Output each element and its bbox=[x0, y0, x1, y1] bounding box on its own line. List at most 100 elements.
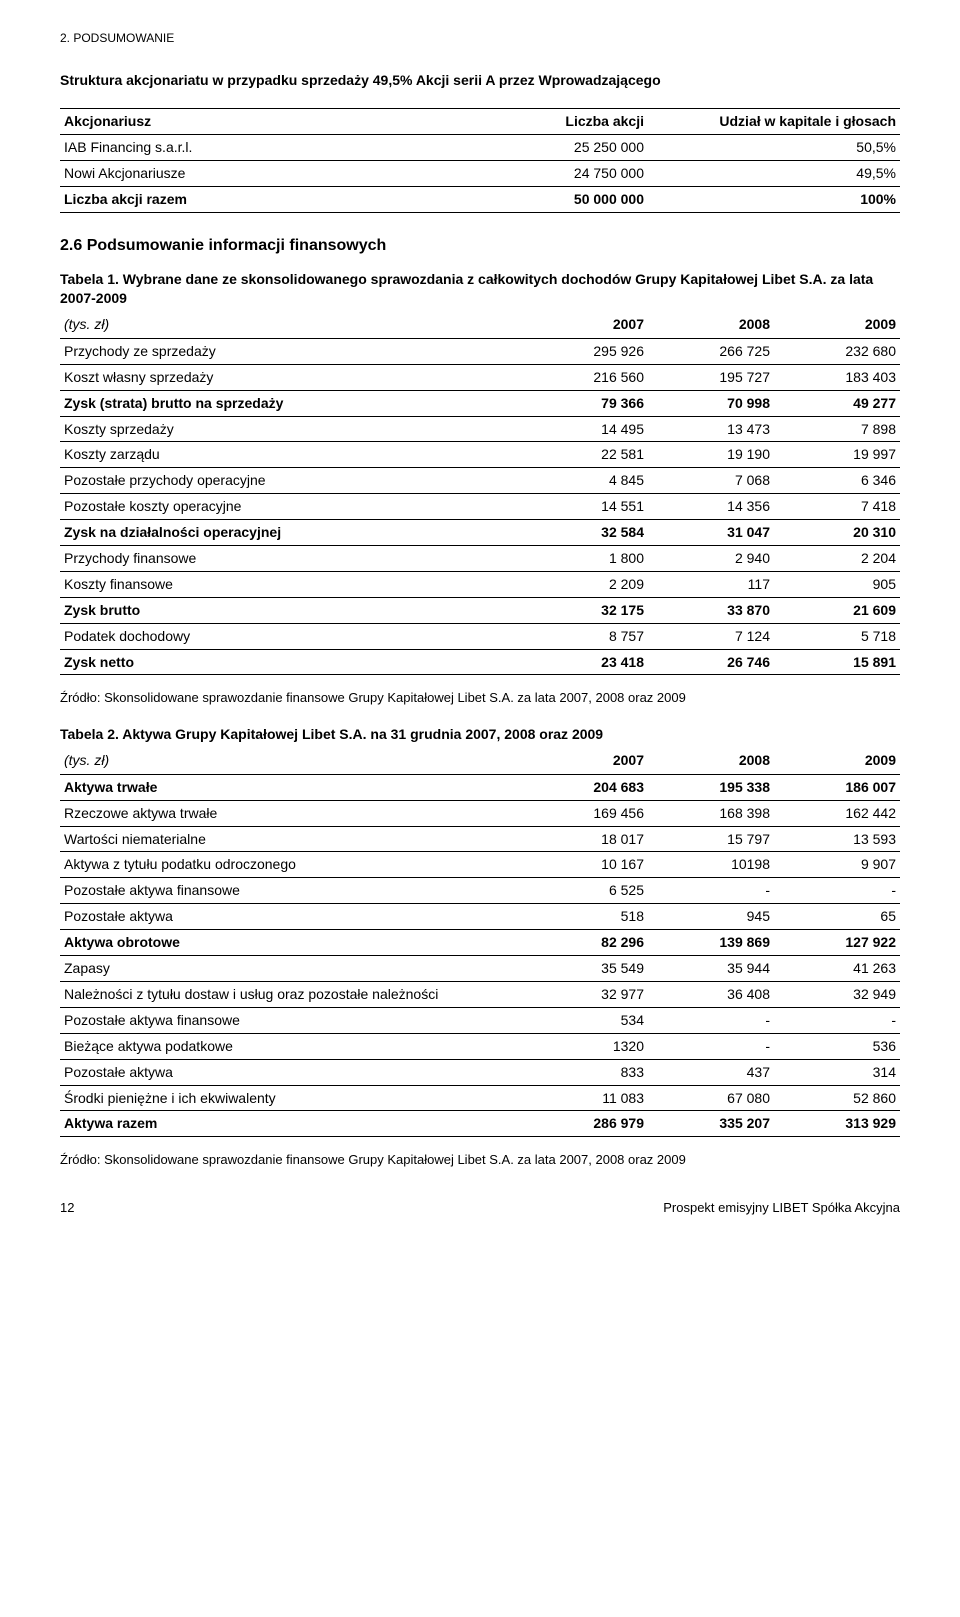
table-cell-value: 52 860 bbox=[774, 1085, 900, 1111]
table-cell-value: 32 949 bbox=[774, 981, 900, 1007]
table-cell-label: Środki pieniężne i ich ekwiwalenty bbox=[60, 1085, 522, 1111]
table-cell-label: Koszty zarządu bbox=[60, 442, 522, 468]
table-cell-value: 204 683 bbox=[522, 774, 648, 800]
table-cell-value: 15 797 bbox=[648, 826, 774, 852]
t1-col2: 2008 bbox=[648, 312, 774, 338]
share-header-2: Udział w kapitale i głosach bbox=[648, 109, 900, 135]
table-cell-value: 35 944 bbox=[648, 956, 774, 982]
table-cell-value: - bbox=[774, 1007, 900, 1033]
table-cell-label: Aktywa trwałe bbox=[60, 774, 522, 800]
table2-source: Źródło: Skonsolidowane sprawozdanie fina… bbox=[60, 1151, 900, 1169]
table-cell-value: 21 609 bbox=[774, 597, 900, 623]
table-cell-value: 1320 bbox=[522, 1033, 648, 1059]
table-cell-value: 35 549 bbox=[522, 956, 648, 982]
section-intro: Struktura akcjonariatu w przypadku sprze… bbox=[60, 71, 900, 90]
table-cell-label: Liczba akcji razem bbox=[60, 186, 438, 212]
table-cell-value: 41 263 bbox=[774, 956, 900, 982]
table-cell-value: 70 998 bbox=[648, 390, 774, 416]
financial-table-2: (tys. zł) 2007 2008 2009 Aktywa trwałe20… bbox=[60, 748, 900, 1137]
table-cell-label: Zysk netto bbox=[60, 649, 522, 675]
table-cell-label: Pozostałe aktywa bbox=[60, 1059, 522, 1085]
table-cell-value: 65 bbox=[774, 904, 900, 930]
table-cell-value: 13 593 bbox=[774, 826, 900, 852]
table-cell-value: 14 495 bbox=[522, 416, 648, 442]
table-cell-value: 11 083 bbox=[522, 1085, 648, 1111]
table-cell-label: Aktywa razem bbox=[60, 1111, 522, 1137]
table-cell-value: 183 403 bbox=[774, 364, 900, 390]
t2-col3: 2009 bbox=[774, 748, 900, 774]
table-cell-label: Przychody ze sprzedaży bbox=[60, 338, 522, 364]
table-cell-value: 19 190 bbox=[648, 442, 774, 468]
t2-col2: 2008 bbox=[648, 748, 774, 774]
table-cell-value: 14 551 bbox=[522, 494, 648, 520]
table-cell-value: 36 408 bbox=[648, 981, 774, 1007]
t2-col1: 2007 bbox=[522, 748, 648, 774]
table-cell-value: 26 746 bbox=[648, 649, 774, 675]
table-cell-value: 10 167 bbox=[522, 852, 648, 878]
table-cell-value: 8 757 bbox=[522, 623, 648, 649]
table-cell-label: Pozostałe aktywa finansowe bbox=[60, 1007, 522, 1033]
table-cell-value: 2 209 bbox=[522, 571, 648, 597]
table-cell-value: 195 727 bbox=[648, 364, 774, 390]
table-cell-value: 22 581 bbox=[522, 442, 648, 468]
table-cell-value: - bbox=[648, 1007, 774, 1033]
table-cell-label: Zysk na działalności operacyjnej bbox=[60, 520, 522, 546]
table-cell-label: Podatek dochodowy bbox=[60, 623, 522, 649]
table-cell-value: 23 418 bbox=[522, 649, 648, 675]
table-cell-value: 335 207 bbox=[648, 1111, 774, 1137]
table-cell-label: Aktywa z tytułu podatku odroczonego bbox=[60, 852, 522, 878]
table-cell-label: Pozostałe aktywa finansowe bbox=[60, 878, 522, 904]
table-cell-value: 536 bbox=[774, 1033, 900, 1059]
table-cell-pct: 100% bbox=[648, 186, 900, 212]
table-cell-value: 7 068 bbox=[648, 468, 774, 494]
table-cell-label: Zysk brutto bbox=[60, 597, 522, 623]
table-cell-label: Należności z tytułu dostaw i usług oraz … bbox=[60, 981, 522, 1007]
table-cell-value: 32 584 bbox=[522, 520, 648, 546]
table-cell-value: 10198 bbox=[648, 852, 774, 878]
table-cell-label: Pozostałe koszty operacyjne bbox=[60, 494, 522, 520]
table-cell-value: 437 bbox=[648, 1059, 774, 1085]
table1-caption: Tabela 1. Wybrane dane ze skonsolidowane… bbox=[60, 270, 900, 308]
table-cell-value: 313 929 bbox=[774, 1111, 900, 1137]
t1-col0: (tys. zł) bbox=[60, 312, 522, 338]
table-cell-value: 2 940 bbox=[648, 546, 774, 572]
table1-source: Źródło: Skonsolidowane sprawozdanie fina… bbox=[60, 689, 900, 707]
table-cell-value: 286 979 bbox=[522, 1111, 648, 1137]
table-cell-value: 169 456 bbox=[522, 800, 648, 826]
table-cell-value: 32 977 bbox=[522, 981, 648, 1007]
table-cell-value: 6 525 bbox=[522, 878, 648, 904]
table-cell-value: 6 346 bbox=[774, 468, 900, 494]
table-cell-value: - bbox=[774, 878, 900, 904]
t2-col0: (tys. zł) bbox=[60, 748, 522, 774]
table-cell-value: 905 bbox=[774, 571, 900, 597]
table-cell-value: 117 bbox=[648, 571, 774, 597]
table-cell-value: 13 473 bbox=[648, 416, 774, 442]
table-cell-value: 1 800 bbox=[522, 546, 648, 572]
table-cell-value: 833 bbox=[522, 1059, 648, 1085]
table-cell-value: 4 845 bbox=[522, 468, 648, 494]
table-cell-value: 534 bbox=[522, 1007, 648, 1033]
table-cell-value: 82 296 bbox=[522, 930, 648, 956]
table-cell-shares: 25 250 000 bbox=[438, 134, 648, 160]
table-cell-value: 266 725 bbox=[648, 338, 774, 364]
table-cell-value: 19 997 bbox=[774, 442, 900, 468]
table-cell-value: 79 366 bbox=[522, 390, 648, 416]
table-cell-value: 139 869 bbox=[648, 930, 774, 956]
table-cell-value: 945 bbox=[648, 904, 774, 930]
table-cell-label: Koszty sprzedaży bbox=[60, 416, 522, 442]
table-cell-value: 15 891 bbox=[774, 649, 900, 675]
section-intro-text: Struktura akcjonariatu w przypadku sprze… bbox=[60, 72, 661, 88]
table-cell-value: - bbox=[648, 878, 774, 904]
table-cell-label: IAB Financing s.a.r.l. bbox=[60, 134, 438, 160]
table-cell-value: 518 bbox=[522, 904, 648, 930]
table-cell-value: 7 124 bbox=[648, 623, 774, 649]
table-cell-value: 127 922 bbox=[774, 930, 900, 956]
table-cell-label: Wartości niematerialne bbox=[60, 826, 522, 852]
table-cell-label: Zysk (strata) brutto na sprzedaży bbox=[60, 390, 522, 416]
t1-col3: 2009 bbox=[774, 312, 900, 338]
page-number: 12 bbox=[60, 1199, 74, 1217]
table-cell-value: 7 898 bbox=[774, 416, 900, 442]
table-cell-value: 2 204 bbox=[774, 546, 900, 572]
financial-table-1: (tys. zł) 2007 2008 2009 Przychody ze sp… bbox=[60, 312, 900, 675]
table-cell-shares: 24 750 000 bbox=[438, 160, 648, 186]
